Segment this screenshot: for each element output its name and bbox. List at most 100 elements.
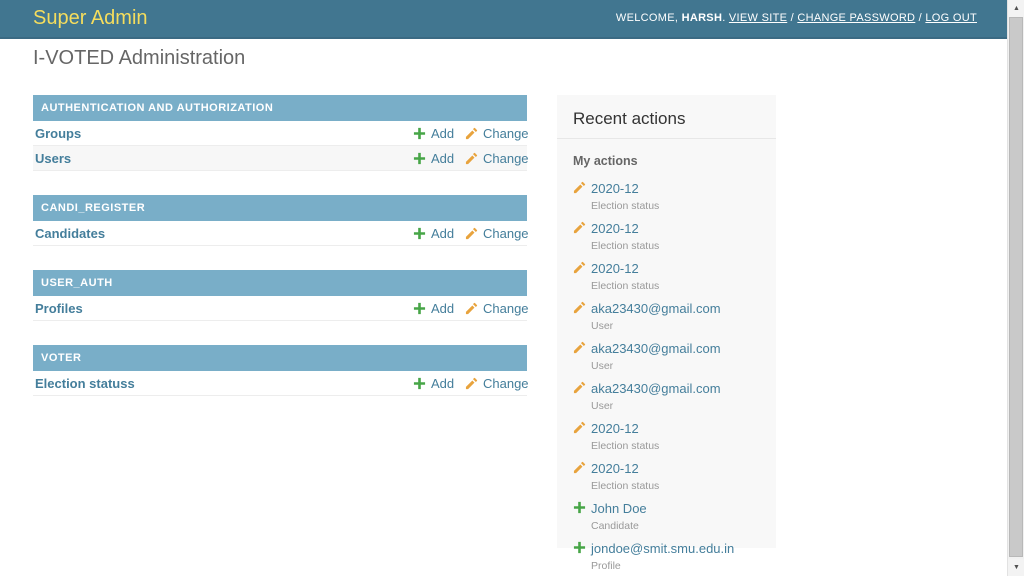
list-item: aka23430@gmail.com User [573,380,760,413]
plus-icon [573,501,586,514]
change-password-link[interactable]: CHANGE PASSWORD [797,12,916,24]
page-title: I-VOTED Administration [33,47,246,69]
add-link[interactable]: Add [413,226,465,241]
pencil-icon [465,302,478,315]
module-voter: VOTER Election statuss Add Change [33,345,529,396]
action-type: Election status [591,280,660,292]
module-voter-caption[interactable]: VOTER [33,345,527,371]
header-bar: Super Admin WELCOME, HARSH. VIEW SITE / … [0,0,1007,39]
list-item: John Doe Candidate [573,500,760,533]
add-icon [413,302,426,315]
view-site-link[interactable]: VIEW SITE [728,12,788,24]
pencil-icon [573,221,586,234]
pencil-icon [465,127,478,140]
change-link[interactable]: Change [465,300,529,316]
module-candi-register-caption[interactable]: CANDI_REGISTER [33,195,527,221]
pencil-icon [465,227,478,240]
recent-actions-panel: Recent actions My actions 2020-12 Electi… [557,95,776,572]
action-type: Election status [591,200,660,212]
vertical-scrollbar[interactable]: ▲ ▼ [1007,0,1024,576]
add-link[interactable]: Add [413,376,465,391]
change-label: Change [483,225,529,241]
action-link[interactable]: aka23430@gmail.com [591,301,721,316]
model-link-election-statuss[interactable]: Election statuss [35,375,135,391]
list-item: 2020-12 Election status [573,420,760,453]
add-icon [413,377,426,390]
site-brand-link[interactable]: Super Admin [33,7,148,29]
scroll-up-button[interactable]: ▲ [1008,0,1024,17]
scroll-down-button[interactable]: ▼ [1008,559,1024,576]
pencil-icon [573,381,586,394]
action-link[interactable]: 2020-12 [591,221,639,236]
table-row: Profiles Add Change [33,296,529,321]
table-row: Users Add Change [33,146,529,171]
add-label: Add [431,375,455,391]
change-link[interactable]: Change [465,376,529,391]
action-link[interactable]: 2020-12 [591,461,639,476]
action-link[interactable]: 2020-12 [591,261,639,276]
separator: / [787,12,798,24]
action-type: User [591,320,614,332]
pencil-icon [465,377,478,390]
module-user-auth-caption[interactable]: USER_AUTH [33,270,527,296]
table-row: Candidates Add Change [33,221,529,246]
model-link-candidates[interactable]: Candidates [35,225,106,241]
change-link[interactable]: Change [465,150,529,166]
list-item: 2020-12 Election status [573,220,760,253]
change-link[interactable]: Change [465,225,529,241]
user-tools: WELCOME, HARSH. VIEW SITE / CHANGE PASSW… [616,0,977,37]
module-candi-register: CANDI_REGISTER Candidates Add Change [33,195,529,246]
action-link[interactable]: 2020-12 [591,421,639,436]
add-label: Add [431,300,455,316]
add-icon [413,152,426,165]
separator: / [915,12,926,24]
recent-actions-list: 2020-12 Election status 2020-12 Election… [557,180,776,573]
scrollbar-thumb[interactable] [1009,17,1023,557]
list-item: 2020-12 Election status [573,460,760,493]
action-link[interactable]: aka23430@gmail.com [591,341,721,356]
action-type: User [591,360,614,372]
add-label: Add [431,225,455,241]
model-link-profiles[interactable]: Profiles [35,300,83,316]
my-actions-heading: My actions [573,154,638,168]
action-link[interactable]: aka23430@gmail.com [591,381,721,396]
action-type: Election status [591,240,660,252]
welcome-period: . [722,12,729,24]
list-item: aka23430@gmail.com User [573,340,760,373]
module-auth: AUTHENTICATION AND AUTHORIZATION Groups … [33,95,529,171]
list-item: jondoe@smit.smu.edu.in Profile [573,540,760,573]
pencil-icon [573,421,586,434]
add-link[interactable]: Add [413,301,465,316]
pencil-icon [573,261,586,274]
pencil-icon [573,341,586,354]
add-link[interactable]: Add [413,151,465,166]
recent-actions-title: Recent actions [557,95,776,139]
log-out-link[interactable]: LOG OUT [925,12,977,24]
table-row: Election statuss Add Change [33,371,529,396]
pencil-icon [573,461,586,474]
add-label: Add [431,150,455,166]
action-type: User [591,400,614,412]
pencil-icon [465,152,478,165]
action-type: Election status [591,440,660,452]
action-link[interactable]: 2020-12 [591,181,639,196]
welcome-text: WELCOME, [615,12,682,24]
add-link[interactable]: Add [413,126,465,141]
change-link[interactable]: Change [465,125,529,141]
plus-icon [573,541,586,554]
change-label: Change [483,300,529,316]
list-item: 2020-12 Election status [573,260,760,293]
module-auth-caption[interactable]: AUTHENTICATION AND AUTHORIZATION [33,95,527,121]
app-list: AUTHENTICATION AND AUTHORIZATION Groups … [33,95,529,420]
username: HARSH [681,12,723,24]
model-link-users[interactable]: Users [35,150,72,166]
model-link-groups[interactable]: Groups [35,125,82,141]
list-item: aka23430@gmail.com User [573,300,760,333]
action-link[interactable]: John Doe [591,501,647,516]
module-user-auth: USER_AUTH Profiles Add Change [33,270,529,321]
action-link[interactable]: jondoe@smit.smu.edu.in [591,541,735,556]
table-row: Groups Add Change [33,121,529,146]
change-label: Change [483,150,529,166]
change-label: Change [483,125,529,141]
